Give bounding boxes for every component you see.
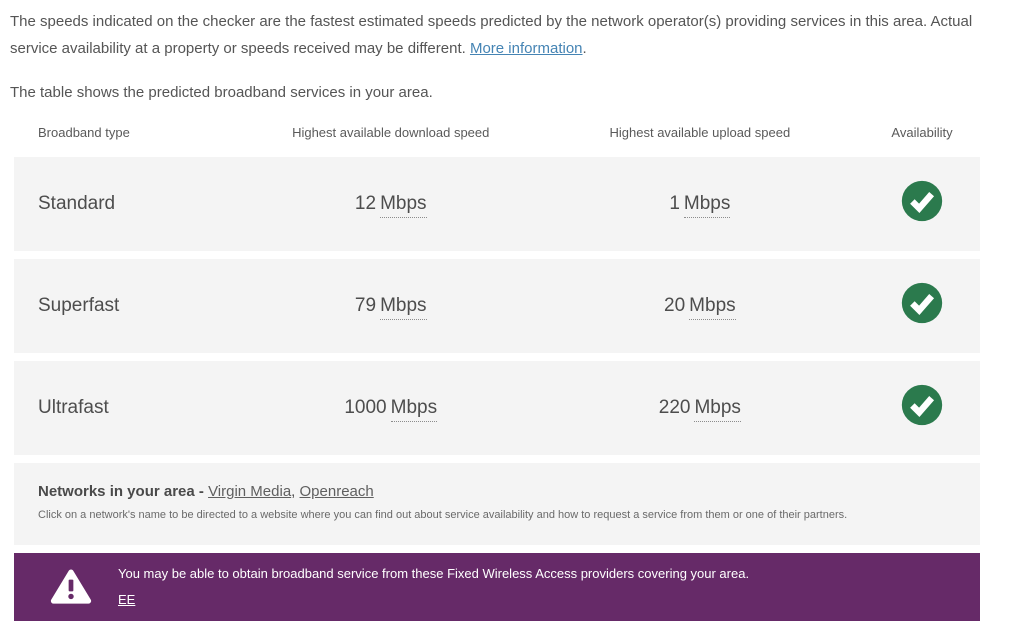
table-description: The table shows the predicted broadband … — [10, 84, 433, 101]
column-header-broadband-type: Broadband type — [38, 124, 130, 140]
check-circle-icon — [900, 179, 944, 223]
upload-speed-unit[interactable]: Mbps — [694, 397, 741, 422]
fixed-wireless-access-banner: You may be able to obtain broadband serv… — [14, 553, 980, 621]
networks-in-area-row: Networks in your area - Virgin Media, Op… — [14, 463, 980, 545]
banner-text-block: You may be able to obtain broadband serv… — [118, 566, 749, 609]
upload-speed-value: 220 — [658, 397, 691, 418]
network-link-virgin-media[interactable]: Virgin Media — [208, 483, 292, 500]
download-speed-value: 79 — [354, 295, 377, 316]
upload-speed-cell: 20 Mbps — [536, 295, 864, 320]
more-information-link[interactable]: More information — [469, 40, 583, 57]
network-link-openreach[interactable]: Openreach — [299, 483, 374, 500]
upload-speed-value: 1 — [669, 193, 680, 214]
broadband-type-label: Superfast — [38, 295, 120, 316]
table-row-superfast: Superfast 79 Mbps 20 Mbps — [14, 259, 980, 353]
broadband-type-label: Standard — [38, 193, 116, 214]
download-speed-unit[interactable]: Mbps — [380, 193, 427, 218]
intro-paragraph: The speeds indicated on the checker are … — [10, 8, 1000, 62]
table-row-ultrafast: Ultrafast 1000 Mbps 220 Mbps — [14, 361, 980, 455]
download-speed-cell: 1000 Mbps — [246, 397, 536, 422]
warning-triangle-icon — [50, 566, 92, 608]
upload-speed-cell: 220 Mbps — [536, 397, 864, 422]
intro-disclaimer-text: The speeds indicated on the checker are … — [10, 13, 973, 57]
intro-period: . — [582, 40, 587, 57]
upload-speed-value: 20 — [664, 295, 686, 316]
availability-cell — [864, 179, 980, 229]
table-header-row: Broadband type Highest available downloa… — [14, 115, 980, 149]
check-circle-icon — [900, 383, 944, 427]
upload-speed-cell: 1 Mbps — [536, 193, 864, 218]
download-speed-value: 12 — [354, 193, 377, 214]
broadband-type-label: Ultrafast — [38, 397, 109, 418]
table-row-standard: Standard 12 Mbps 1 Mbps — [14, 157, 980, 251]
broadband-checker-results: The speeds indicated on the checker are … — [0, 8, 1024, 621]
check-circle-icon — [900, 281, 944, 325]
banner-message: You may be able to obtain broadband serv… — [118, 565, 750, 581]
networks-note: Click on a network's name to be directed… — [38, 509, 848, 521]
availability-cell — [864, 281, 980, 331]
column-header-availability: Availability — [891, 124, 953, 140]
fwa-provider-link-ee[interactable]: EE — [118, 591, 136, 607]
download-speed-unit[interactable]: Mbps — [390, 397, 438, 422]
download-speed-cell: 12 Mbps — [246, 193, 536, 218]
availability-cell — [864, 383, 980, 433]
column-header-upload-speed: Highest available upload speed — [609, 124, 791, 140]
networks-line: Networks in your area - Virgin Media, Op… — [38, 483, 956, 500]
download-speed-cell: 79 Mbps — [246, 295, 536, 320]
download-speed-value: 1000 — [344, 397, 387, 418]
download-speed-unit[interactable]: Mbps — [380, 295, 427, 320]
broadband-services-table: Broadband type Highest available downloa… — [14, 115, 980, 545]
networks-separator: , — [291, 483, 300, 500]
upload-speed-unit[interactable]: Mbps — [683, 193, 731, 218]
column-header-download-speed: Highest available download speed — [292, 124, 490, 140]
networks-heading: Networks in your area - — [38, 483, 209, 500]
upload-speed-unit[interactable]: Mbps — [689, 295, 736, 320]
